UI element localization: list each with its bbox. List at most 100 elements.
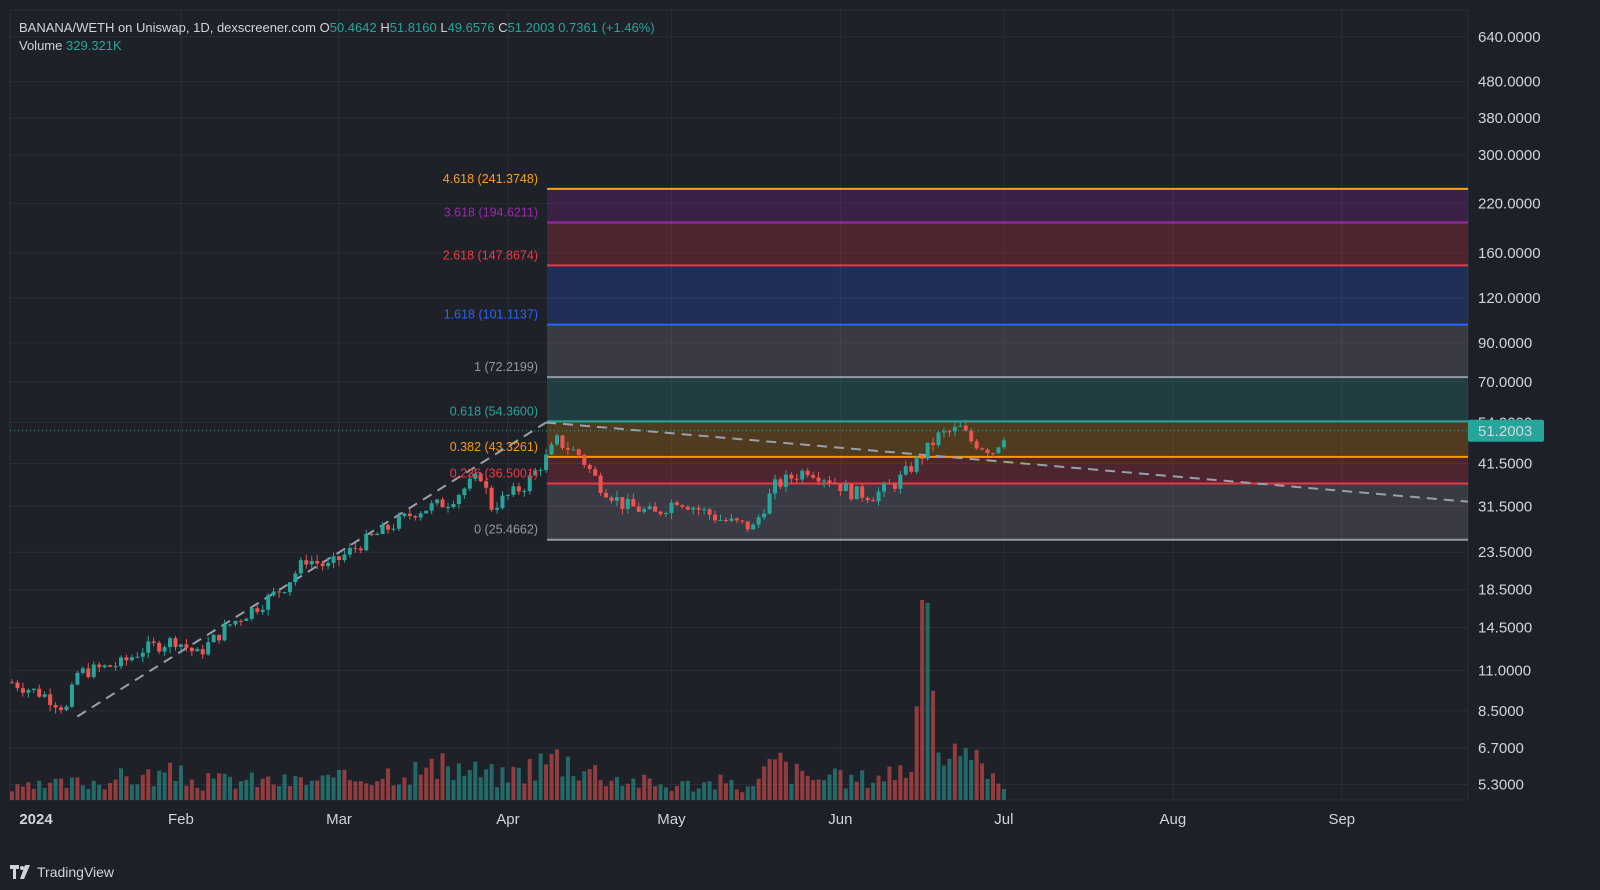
fib-zone (547, 188, 1468, 223)
volume-bar (800, 770, 805, 800)
candle-body (402, 513, 407, 516)
candle-body (838, 484, 843, 492)
candle-body (783, 474, 788, 487)
candle-body (707, 509, 712, 515)
volume-bar (31, 788, 36, 800)
candle-body (217, 634, 222, 641)
tradingview-brand[interactable]: TradingView (10, 864, 114, 880)
volume-bar (582, 771, 587, 800)
candle-body (124, 657, 129, 661)
volume-bar (920, 600, 925, 800)
candle-body (991, 453, 995, 455)
volume-bar (991, 773, 995, 800)
candle-body (511, 486, 516, 495)
candle-body (740, 520, 745, 522)
volume-bar (48, 782, 53, 800)
volume-bar (424, 767, 429, 800)
fib-level-label: 1 (72.2199) (474, 360, 538, 374)
candle-body (228, 624, 232, 626)
candle-body (985, 449, 990, 454)
volume-bar (843, 788, 848, 800)
candle-body (734, 518, 739, 521)
candle-body (560, 435, 565, 448)
volume-bar (200, 790, 205, 800)
candle-body (800, 470, 805, 480)
candle-body (500, 495, 505, 508)
volume-bar (822, 780, 827, 800)
price-tick-label: 480.0000 (1478, 74, 1541, 91)
volume-bar (358, 781, 363, 800)
volume-bar (756, 778, 761, 800)
close-value: 51.2003 (507, 20, 555, 35)
volume-bar (446, 766, 450, 800)
volume-bar (124, 776, 129, 800)
time-tick-label: May (657, 811, 686, 828)
volume-bar (707, 781, 712, 800)
candle-body (609, 497, 614, 501)
fib-level-label: 3.618 (194.6211) (444, 205, 538, 219)
candle-body (822, 480, 827, 482)
candle-body (696, 507, 701, 510)
volume-bar (91, 780, 96, 800)
candle-body (277, 591, 282, 593)
volume-bar (173, 781, 178, 800)
price-tick-label: 5.3000 (1478, 777, 1524, 794)
fib-level-label: 0.236 (36.5001) (450, 467, 538, 481)
fib-zones (547, 188, 1468, 540)
candle-body (473, 473, 478, 479)
candle-body (669, 502, 674, 514)
low-label: L (440, 20, 448, 35)
fib-level-label: 0.382 (43.3261) (450, 440, 538, 454)
volume-bar (631, 778, 636, 800)
volume-bar (217, 773, 222, 800)
volume-bar (778, 752, 783, 800)
candle-body (909, 466, 914, 472)
candle-body (625, 498, 630, 509)
candle-body (969, 430, 974, 442)
candle-body (282, 592, 287, 594)
candle-body (315, 560, 320, 564)
trend-lines (76, 421, 1469, 718)
last-price-badge: 51.2003 (10, 419, 1544, 442)
candle-body (20, 688, 25, 693)
candle-body (620, 497, 625, 509)
price-tick-label: 23.5000 (1478, 544, 1532, 561)
volume-bar (941, 765, 946, 800)
time-tick-label: 2024 (19, 811, 53, 828)
volume-bar (882, 781, 886, 800)
candle-body (538, 470, 543, 472)
candle-body (48, 694, 53, 706)
volume-bar (347, 780, 352, 800)
price-tick-label: 31.5000 (1478, 499, 1532, 516)
volume-bar (892, 780, 897, 800)
candle-body (756, 517, 761, 525)
volume-bar (315, 780, 320, 800)
volume-bar (767, 758, 772, 800)
candle-body (751, 524, 756, 530)
high-value: 51.8160 (389, 20, 437, 35)
candle-body (326, 562, 331, 567)
candle-body (86, 668, 91, 678)
candle-body (391, 528, 396, 530)
fib-level-label: 2.618 (147.8674) (443, 248, 538, 262)
volume-bar (391, 785, 396, 800)
candle-body (571, 449, 576, 451)
fib-labels: 4.618 (241.3748) 3.618 (194.6211) 2.618 (1… (443, 172, 538, 537)
candle-body (549, 444, 554, 455)
candle-body (75, 672, 80, 685)
volume-bar (189, 779, 194, 800)
volume-label: Volume (19, 38, 63, 53)
volume-bar (729, 779, 734, 800)
volume-bar (745, 786, 750, 800)
fib-level-label: 0.618 (54.3600) (450, 404, 538, 418)
price-tick-label: 8.5000 (1478, 703, 1524, 720)
brand-name: TradingView (37, 864, 115, 880)
candle-body (91, 664, 96, 678)
chart-legend: BANANA/WETH on Uniswap, 1D, dexscreener.… (19, 19, 655, 55)
fib-level-label: 0 (25.4662) (474, 523, 538, 537)
candle-body (522, 491, 527, 493)
candle-body (298, 560, 303, 574)
volume-bar (184, 785, 189, 800)
volume-bar (473, 761, 478, 800)
